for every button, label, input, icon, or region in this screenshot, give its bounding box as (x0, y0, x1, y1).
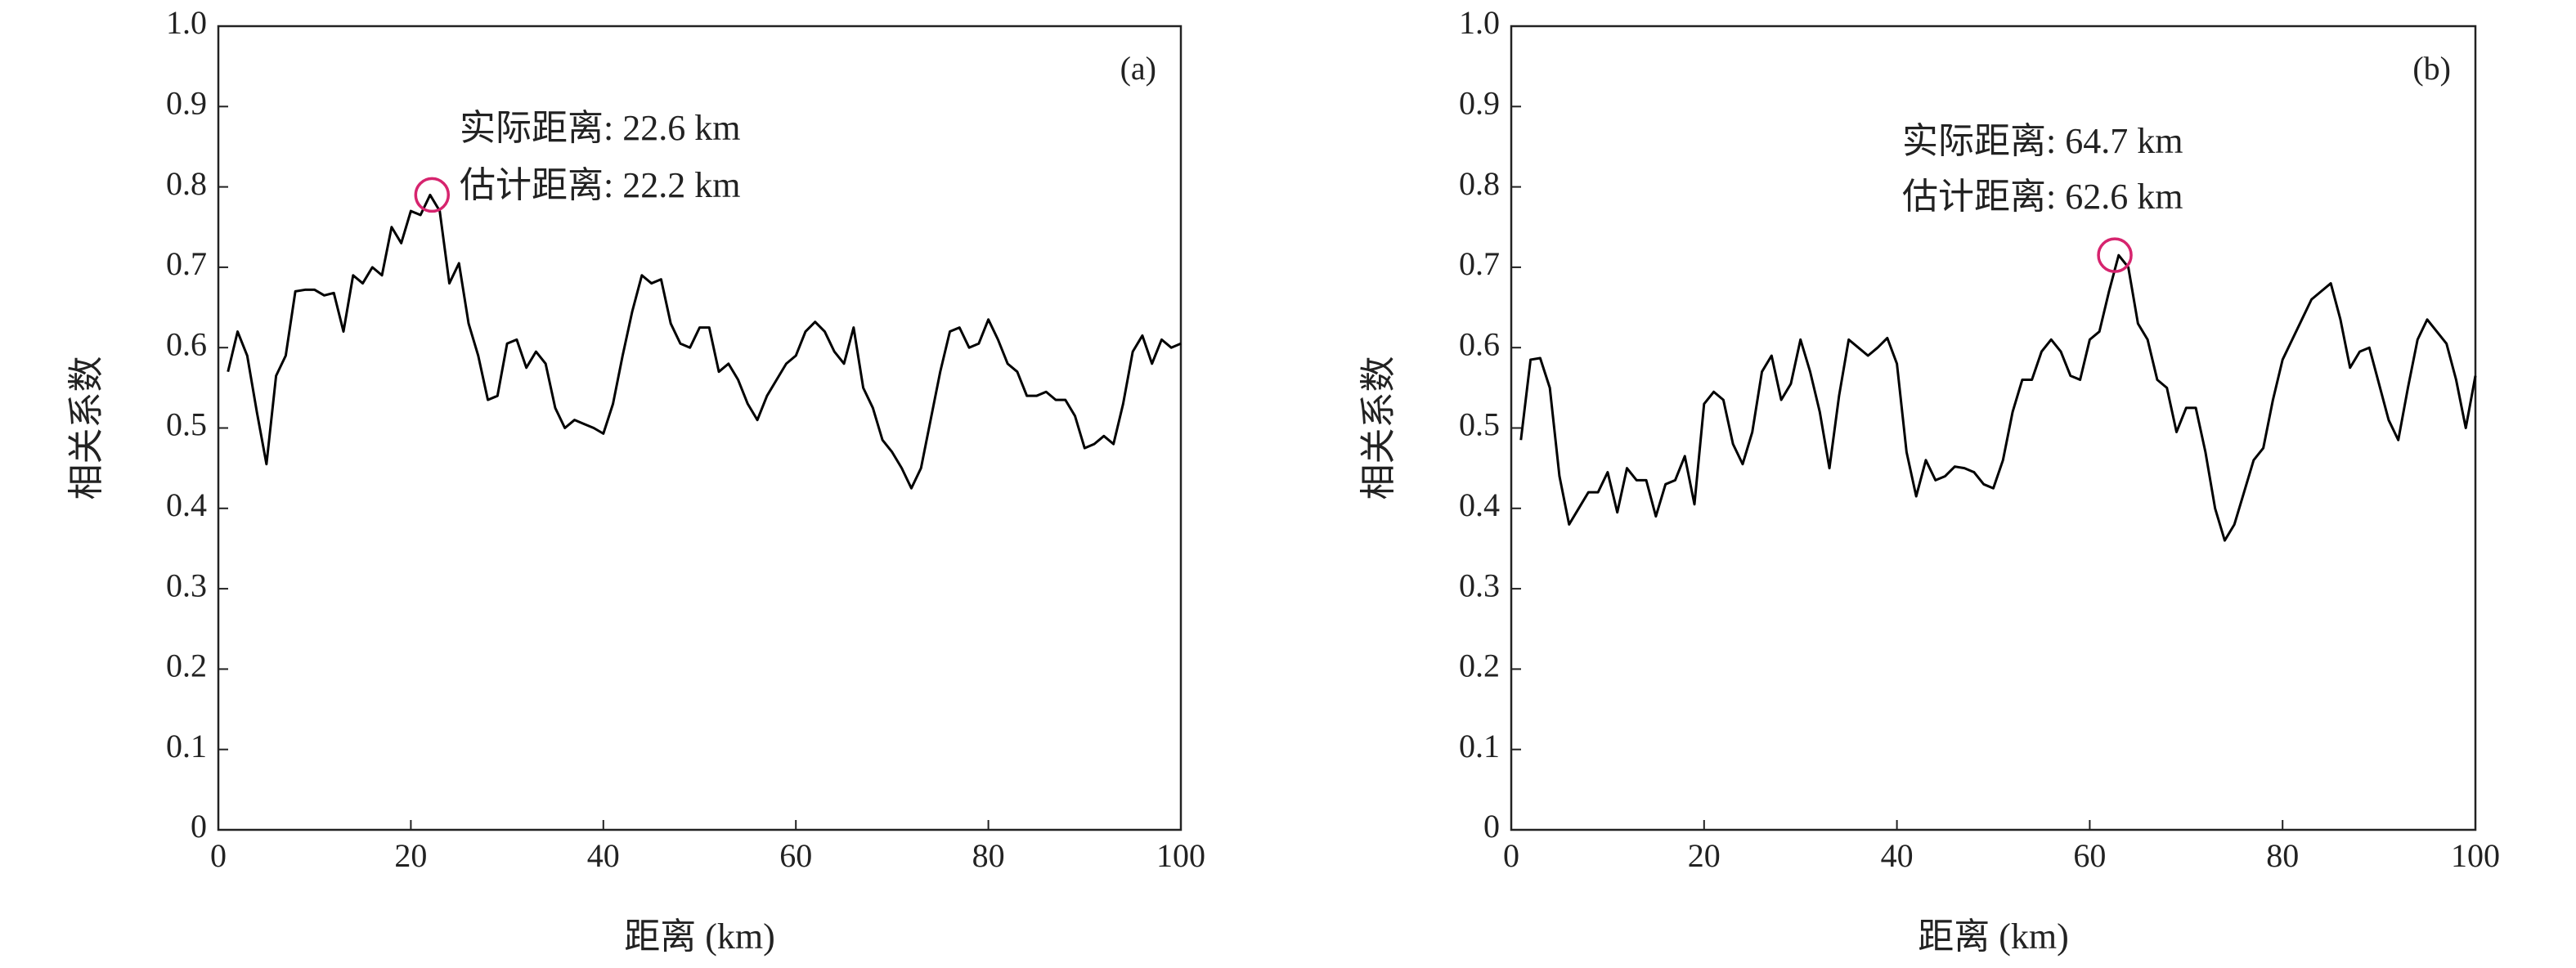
x-tick-label: 20 (1688, 837, 1721, 874)
x-tick-label: 40 (1881, 837, 1914, 874)
x-axis-label: 距离 (km) (1918, 916, 2069, 957)
data-line (1519, 253, 2477, 542)
y-axis-label: 相关系数 (66, 356, 106, 500)
x-tick-label: 0 (1503, 837, 1519, 874)
plot-frame (1510, 25, 2477, 831)
plot-frame (217, 25, 1183, 831)
y-tick-label: 0 (191, 808, 207, 845)
x-tick-label: 20 (394, 837, 427, 874)
annotation: 估计距离: 62.6 km (1902, 177, 2183, 217)
y-tick-label: 0.2 (1459, 648, 1500, 684)
y-tick-label: 0.1 (166, 728, 207, 764)
annotation: 实际距离: 22.6 km (460, 108, 740, 148)
x-tick-label: 40 (587, 837, 620, 874)
y-axis-label: 相关系数 (1358, 356, 1398, 500)
x-tick-label: 100 (1156, 837, 1205, 874)
y-tick-label: 0.4 (166, 486, 207, 523)
y-tick-label: 0.7 (1459, 245, 1500, 282)
x-axis-label: 距离 (km) (624, 916, 775, 957)
peak-marker (414, 177, 451, 213)
y-tick-label: 1.0 (166, 4, 207, 41)
y-tick-label: 1.0 (1459, 4, 1500, 41)
annotation: 估计距离: 22.2 km (460, 165, 740, 205)
x-tick-label: 100 (2451, 837, 2500, 874)
x-tick-label: 60 (779, 837, 812, 874)
y-tick-label: 0.9 (1459, 84, 1500, 121)
panel-label: (a) (1120, 50, 1156, 87)
y-tick-label: 0 (1483, 808, 1500, 845)
y-tick-label: 0.1 (1459, 728, 1500, 764)
y-tick-label: 0.6 (1459, 325, 1500, 362)
y-tick-label: 0.8 (1459, 165, 1500, 202)
peak-marker (2097, 237, 2133, 273)
y-tick-label: 0.3 (1459, 567, 1500, 603)
y-tick-label: 0.6 (166, 325, 207, 362)
y-tick-label: 0.3 (166, 567, 207, 603)
y-tick-label: 0.5 (166, 406, 207, 443)
y-tick-label: 0.4 (1459, 486, 1500, 523)
panel-label: (b) (2412, 50, 2451, 87)
y-tick-label: 0.8 (166, 165, 207, 202)
y-tick-label: 0.9 (166, 84, 207, 121)
y-tick-label: 0.5 (1459, 406, 1500, 443)
annotation: 实际距离: 64.7 km (1902, 121, 2183, 161)
x-tick-label: 80 (2266, 837, 2299, 874)
y-tick-label: 0.7 (166, 245, 207, 282)
y-tick-label: 0.2 (166, 648, 207, 684)
x-tick-label: 0 (210, 837, 227, 874)
data-line (227, 193, 1182, 490)
x-tick-label: 80 (972, 837, 1005, 874)
x-tick-label: 60 (2073, 837, 2106, 874)
